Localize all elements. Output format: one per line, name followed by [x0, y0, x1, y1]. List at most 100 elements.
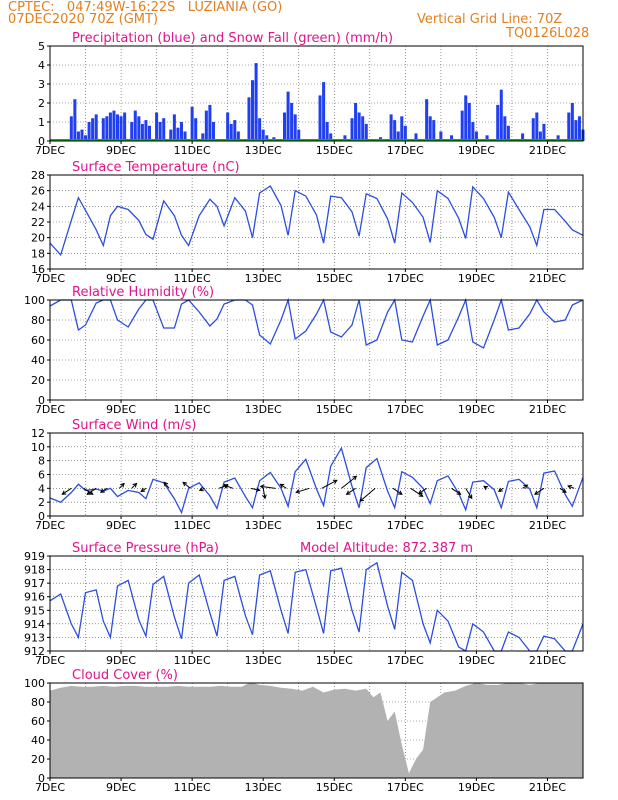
y-tick-label: 912 — [24, 645, 45, 658]
precip-bar — [158, 122, 162, 141]
wind-vector-head — [163, 481, 169, 487]
precip-bar — [251, 80, 255, 141]
y-tick-label: 20 — [31, 753, 45, 766]
x-tick-label: 9DEC — [106, 519, 136, 532]
precip-bar — [247, 97, 251, 141]
y-tick-label: 5 — [38, 40, 45, 53]
wind-vector — [410, 487, 423, 497]
x-tick-label: 19DEC — [458, 519, 495, 532]
precip-bar — [450, 135, 454, 141]
x-tick-label: 13DEC — [245, 519, 282, 532]
panel-frame — [49, 555, 584, 652]
precip-bar — [226, 112, 230, 141]
y-tick-label: 20 — [31, 232, 45, 245]
precip-bar — [474, 131, 478, 141]
wind-vector — [418, 487, 427, 494]
precip-bar — [396, 131, 400, 141]
wind-vector-head — [397, 490, 403, 495]
wind-vector-head — [132, 482, 138, 488]
precip-bar — [261, 129, 265, 141]
precip-bar — [467, 103, 471, 141]
precip-bar — [318, 95, 322, 141]
wind-vector — [118, 483, 125, 489]
precip-bar — [211, 122, 215, 141]
precip-bar — [471, 122, 475, 141]
x-tick-label: 17DEC — [387, 144, 424, 157]
x-tick-label: 15DEC — [316, 519, 353, 532]
precip-bar — [414, 133, 418, 141]
wind-vector-head — [345, 490, 351, 495]
wind-vector — [86, 487, 97, 495]
x-tick-label: 9DEC — [106, 654, 136, 667]
x-tick-label: 11DEC — [174, 654, 211, 667]
x-tick-label: 21DEC — [529, 272, 566, 285]
precip-bar — [499, 89, 503, 141]
precip-bar — [485, 135, 489, 141]
x-tick-label: 19DEC — [458, 272, 495, 285]
wind-vector — [280, 483, 287, 489]
x-tick-label: 15DEC — [316, 144, 353, 157]
wind-vector-head — [262, 494, 267, 500]
x-tick-label: 7DEC — [35, 781, 65, 794]
precip-bar — [73, 99, 77, 141]
precip-bar — [69, 116, 73, 141]
wind-vector — [359, 487, 376, 502]
precip-bar — [290, 103, 294, 141]
precip-bar — [425, 99, 429, 141]
x-tick-label: 15DEC — [316, 403, 353, 416]
y-tick-label: 4 — [38, 59, 45, 72]
cloud-cover-area — [50, 683, 583, 778]
x-tick-label: 7DEC — [35, 654, 65, 667]
precip-bar — [169, 129, 173, 141]
series-line — [49, 185, 584, 257]
wind-vector — [250, 487, 260, 491]
wind-vector-head — [567, 484, 573, 490]
precip-bar — [542, 123, 546, 141]
wind-vector — [223, 484, 234, 489]
precip-bar — [297, 129, 301, 141]
x-tick-label: 21DEC — [529, 654, 566, 667]
precip-bar — [556, 135, 560, 141]
x-tick-label: 19DEC — [458, 781, 495, 794]
wind-vector — [262, 488, 266, 499]
wind-vector-head — [498, 487, 503, 493]
y-tick-label: 1 — [38, 116, 45, 129]
precip-bar — [137, 116, 141, 141]
y-tick-label: 918 — [24, 564, 45, 577]
precip-bar — [535, 112, 539, 141]
x-tick-label: 17DEC — [387, 654, 424, 667]
x-tick-label: 21DEC — [529, 144, 566, 157]
y-tick-label: 28 — [31, 169, 45, 182]
wind-vector-head — [140, 487, 146, 493]
header-grid-info: Vertical Grid Line: 70Z — [417, 12, 563, 27]
wind-vector — [341, 475, 357, 489]
precip-bar — [393, 120, 397, 141]
y-tick-label: 2 — [38, 496, 45, 509]
precip-bar — [172, 114, 176, 141]
panel-title: Precipitation (blue) and Snow Fall (gree… — [72, 31, 393, 46]
wind-vector-head — [295, 489, 301, 494]
wind-vector-head — [456, 490, 462, 495]
header-model-id: TQ0126L028 — [506, 26, 590, 41]
precip-bar — [567, 112, 571, 141]
wind-vector-head — [279, 483, 285, 489]
header-location: CPTEC: 047:49W-16:22S LUZIANIA (GO) — [8, 0, 283, 15]
precip-bar — [179, 122, 183, 141]
precip-bar — [190, 106, 194, 141]
panel-annotation: Model Altitude: 872.387 m — [300, 541, 473, 556]
wind-vector-head — [86, 490, 92, 495]
x-tick-label: 17DEC — [387, 272, 424, 285]
series-line — [49, 561, 584, 652]
wind-vector-head — [259, 484, 265, 490]
wind-vector — [346, 487, 356, 495]
y-tick-label: 40 — [31, 734, 45, 747]
precip-bar — [322, 82, 326, 141]
x-tick-label: 13DEC — [245, 781, 282, 794]
precip-bar — [116, 114, 120, 141]
x-tick-label: 13DEC — [245, 654, 282, 667]
precip-bar — [400, 116, 404, 141]
wind-vector-head — [418, 492, 424, 497]
precip-bar — [460, 110, 464, 141]
precip-bar — [354, 103, 358, 141]
panel-frame — [49, 682, 584, 779]
